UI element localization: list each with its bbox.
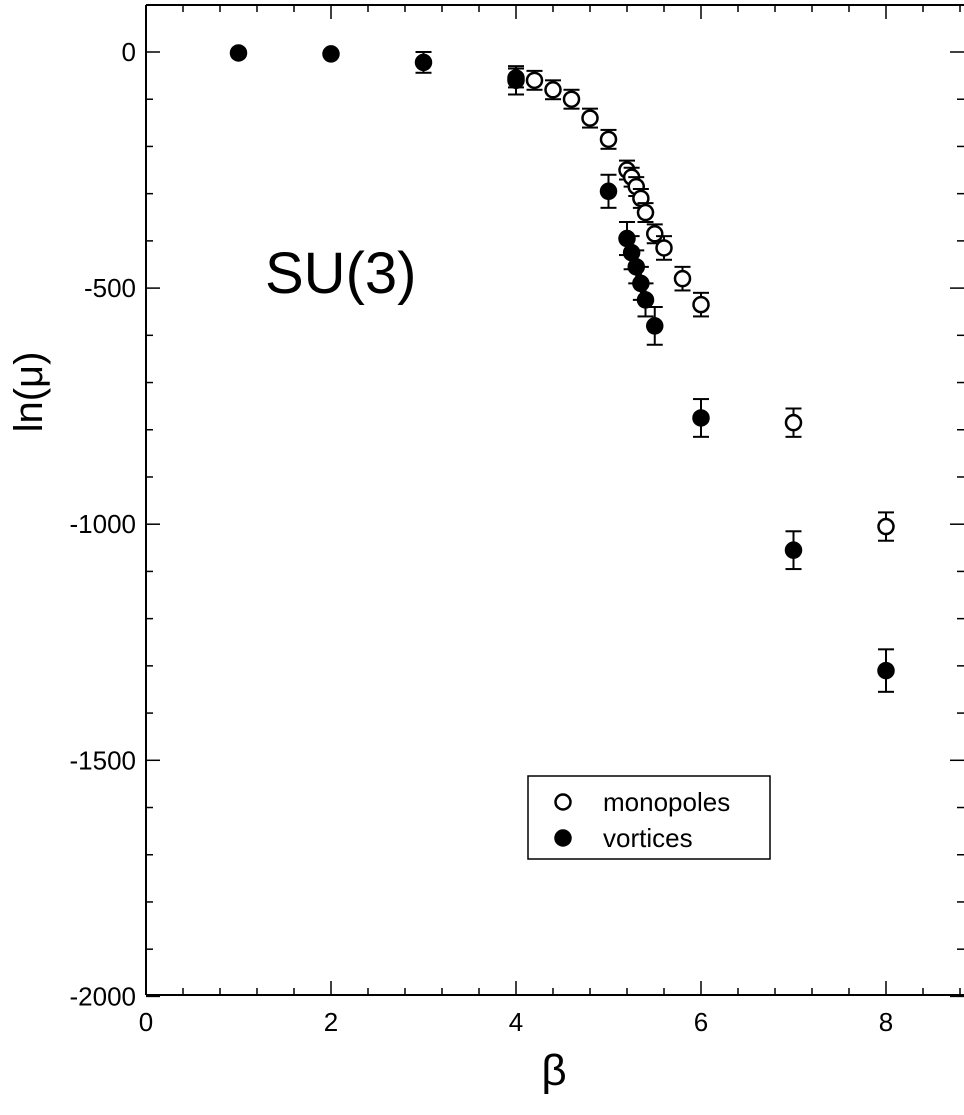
vortices-point [647, 318, 662, 333]
y-tick-label: 0 [122, 37, 136, 67]
monopoles-point [601, 132, 616, 147]
vortices-point [638, 292, 653, 307]
vortices-point [879, 663, 894, 678]
monopoles-point [546, 82, 561, 97]
y-tick-label: -2000 [70, 981, 137, 1011]
monopoles-point [583, 111, 598, 126]
vortices-point [231, 45, 246, 60]
y-tick-label: -1000 [70, 509, 137, 539]
legend-label-vortices: vortices [603, 823, 693, 853]
vortices-point [416, 55, 431, 70]
x-axis-label: β [541, 1046, 566, 1095]
monopoles-point [638, 205, 653, 220]
monopoles-point [879, 519, 894, 534]
x-tick-label: 4 [509, 1007, 523, 1037]
legend: monopoles vortices [528, 776, 770, 859]
y-tick-label: -500 [84, 273, 136, 303]
monopoles-point [694, 297, 709, 312]
x-tick-label: 8 [879, 1007, 893, 1037]
vortices-point [694, 410, 709, 425]
axes-layer: 0 2 4 6 8 0 -500 -1000 -1500 -2000 [70, 5, 964, 1037]
legend-marker-monopoles [556, 795, 571, 810]
monopoles-point [564, 92, 579, 107]
legend-label-monopoles: monopoles [603, 787, 730, 817]
y-axis-label: ln(μ) [7, 352, 51, 433]
monopoles-point [786, 415, 801, 430]
series-monopoles [508, 69, 964, 803]
vortices-point [509, 73, 524, 88]
series-vortices [231, 45, 894, 691]
vortices-point [324, 46, 339, 61]
vortices-point [786, 543, 801, 558]
monopoles-point [657, 240, 672, 255]
chart-annotation: SU(3) [265, 241, 416, 306]
marks-layer [231, 45, 964, 802]
x-tick-label: 2 [324, 1007, 338, 1037]
legend-marker-vortices [556, 831, 571, 846]
x-tick-label: 0 [139, 1007, 153, 1037]
vortices-point [601, 184, 616, 199]
y-tick-label: -1500 [70, 745, 137, 775]
x-tick-label: 6 [694, 1007, 708, 1037]
monopoles-point [647, 226, 662, 241]
monopoles-point [675, 271, 690, 286]
monopoles-point [527, 73, 542, 88]
